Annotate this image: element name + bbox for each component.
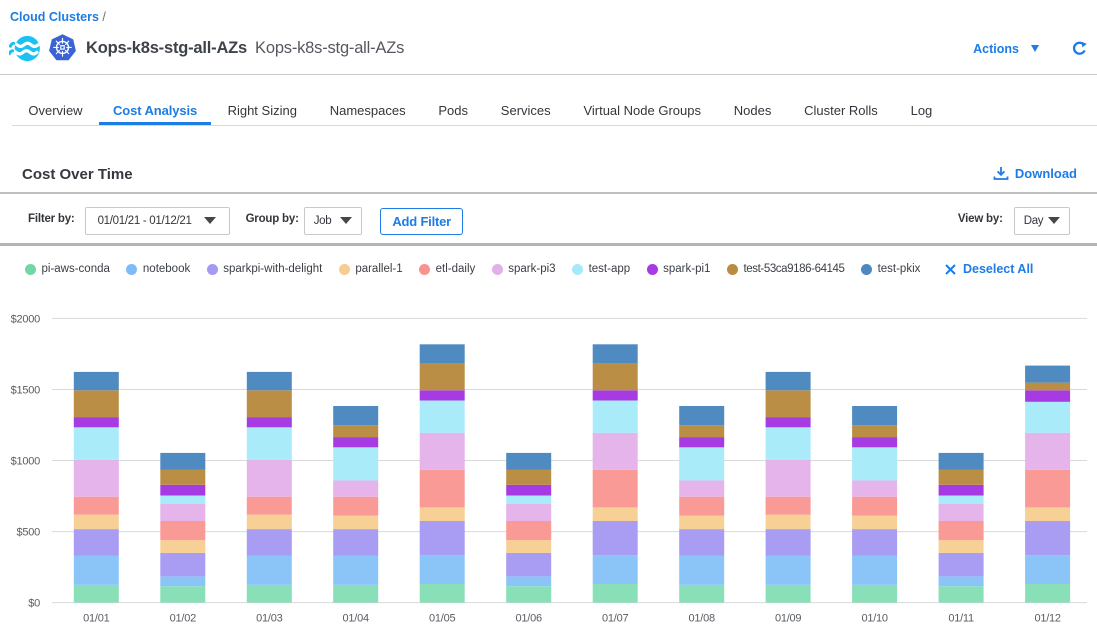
svg-text:$500: $500 — [17, 527, 41, 539]
svg-text:$1000: $1000 — [11, 456, 40, 468]
svg-text:01/10: 01/10 — [861, 613, 887, 625]
svg-text:01/12: 01/12 — [1034, 613, 1060, 625]
svg-text:01/02: 01/02 — [170, 613, 196, 625]
svg-text:01/08: 01/08 — [689, 613, 715, 625]
svg-text:01/05: 01/05 — [429, 613, 455, 625]
svg-text:01/06: 01/06 — [516, 613, 542, 625]
svg-text:$2000: $2000 — [11, 313, 40, 325]
svg-text:01/07: 01/07 — [602, 613, 628, 625]
svg-text:$0: $0 — [28, 598, 40, 610]
svg-text:$1500: $1500 — [11, 385, 40, 397]
svg-text:01/03: 01/03 — [256, 613, 282, 625]
svg-text:01/09: 01/09 — [775, 613, 801, 625]
svg-text:01/11: 01/11 — [948, 613, 974, 625]
svg-text:01/04: 01/04 — [343, 613, 369, 625]
svg-text:01/01: 01/01 — [83, 613, 109, 625]
